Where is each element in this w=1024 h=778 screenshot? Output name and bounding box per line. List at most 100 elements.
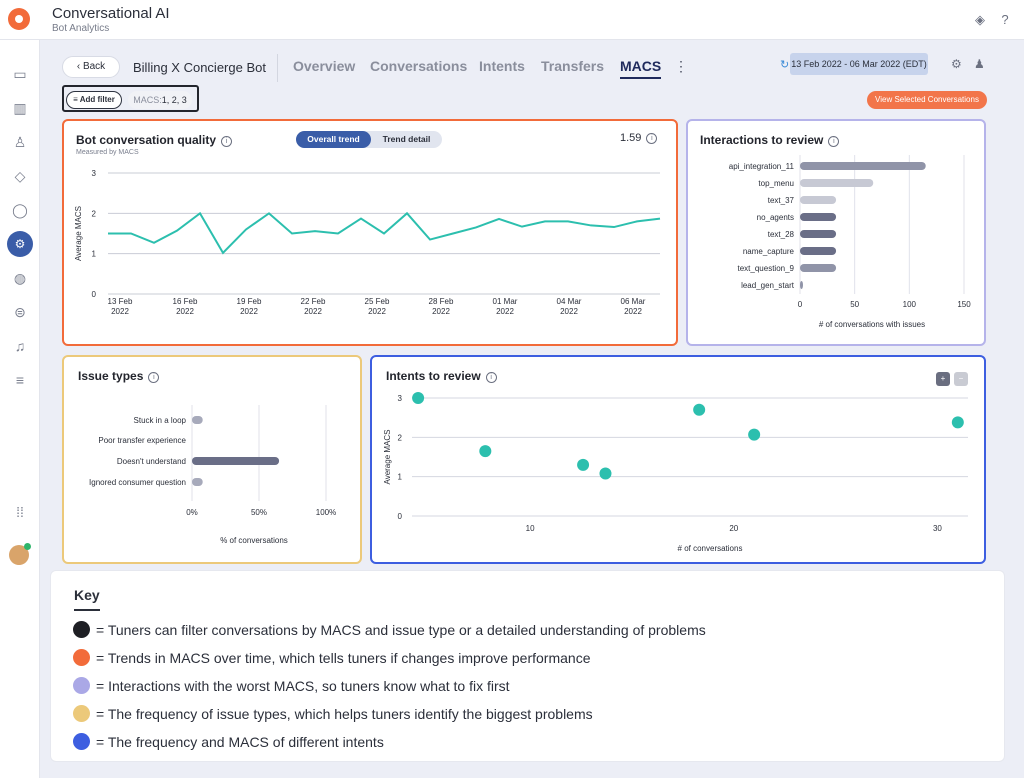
bar <box>192 457 280 465</box>
intent-point <box>748 428 761 441</box>
x-axis-label: % of conversations <box>220 536 288 545</box>
tab-macs[interactable]: MACS <box>620 58 662 79</box>
issue-types-card: Issue types i <box>62 355 362 564</box>
x-tick-label: 22 Feb <box>301 297 326 306</box>
conversations-icon[interactable]: ▭ <box>13 66 27 82</box>
x-tick-label: 2022 <box>560 307 578 316</box>
intent-point <box>599 467 612 480</box>
intent-point <box>479 445 492 458</box>
bar <box>800 281 803 289</box>
main-area: ‹ Back Billing X Concierge Bot Overview … <box>40 41 1024 571</box>
x-tick-label: 2022 <box>304 307 322 316</box>
x-tick-label: 2022 <box>111 307 129 316</box>
y-tick-label: top_menu <box>758 179 794 188</box>
bell-icon[interactable]: ♫ <box>14 338 26 354</box>
y-tick-label: text_37 <box>768 196 795 205</box>
x-tick-label: 30 <box>933 524 942 533</box>
y-tick-label: Ignored consumer question <box>89 478 186 487</box>
key-dot <box>73 621 90 638</box>
key-dot <box>73 649 90 666</box>
x-tick-label: 150 <box>957 300 971 309</box>
date-range-picker[interactable]: 13 Feb 2022 - 06 Mar 2022 (EDT) <box>790 53 928 75</box>
y-tick-label: api_integration_11 <box>729 162 795 171</box>
zoom-out-icon[interactable]: − <box>954 372 968 386</box>
x-tick-label: 0% <box>186 508 198 517</box>
bar <box>192 478 203 486</box>
x-tick-label: 28 Feb <box>429 297 454 306</box>
info-icon: i <box>221 136 233 147</box>
x-tick-label: 100% <box>316 508 336 517</box>
quality-card: Bot conversation quality i Measured by MA… <box>62 119 678 346</box>
bot-name: Billing X Concierge Bot <box>133 60 266 75</box>
user-settings-icon[interactable]: ♟ <box>974 57 985 71</box>
y-tick-label: 0 <box>92 290 97 299</box>
interactions-card: Interactions to review i <box>686 119 986 346</box>
header-divider <box>277 54 278 82</box>
avatar[interactable] <box>9 545 29 565</box>
key-dot <box>73 677 90 694</box>
intent-point <box>951 416 964 429</box>
macs-trend-line <box>108 211 661 255</box>
x-tick-label: 01 Mar <box>493 297 518 306</box>
tab-conversations[interactable]: Conversations <box>370 58 468 74</box>
interactions-bar-chart: 0 50 100 150 api_integration_11 top_menu text_… <box>729 155 971 329</box>
bot-icon[interactable]: ⚙ <box>7 231 33 257</box>
x-tick-label: 25 Feb <box>365 297 390 306</box>
quality-subtitle: Measured by MACS <box>76 149 139 156</box>
toggle-icon[interactable]: ⊜ <box>14 304 26 320</box>
key-item: = Interactions with the worst MACS, so t… <box>73 677 510 694</box>
sliders-icon[interactable]: ≡ <box>15 372 25 388</box>
tab-overview[interactable]: Overview <box>293 58 356 74</box>
x-axis-label: # of conversations with issues <box>819 320 925 329</box>
x-tick-label: 2022 <box>240 307 258 316</box>
refresh-icon[interactable]: ↻ <box>780 59 790 71</box>
app-logo <box>8 8 30 30</box>
y-tick-label: name_capture <box>743 247 795 256</box>
app-title: Conversational AI <box>52 5 170 22</box>
overall-trend-toggle[interactable]: Overall trend <box>296 131 371 148</box>
intent-point <box>412 392 425 404</box>
back-button[interactable]: ‹ Back <box>62 56 120 78</box>
key-dot <box>73 733 90 750</box>
user-icon[interactable]: ◯ <box>12 202 28 218</box>
y-tick-label: 2 <box>398 433 403 442</box>
x-tick-label: 0 <box>798 300 803 309</box>
help-icon[interactable]: ? <box>1001 12 1009 27</box>
zoom-in-icon[interactable]: + <box>936 372 950 386</box>
intents-scatter-chart: 0 1 2 3 10 20 30 Average MACS # of conversations <box>383 392 968 553</box>
x-tick-label: 2022 <box>624 307 642 316</box>
more-options-icon[interactable]: ⋮ <box>674 58 688 74</box>
x-tick-label: 2022 <box>432 307 450 316</box>
trend-detail-toggle[interactable]: Trend detail <box>382 134 431 144</box>
x-tick-label: 06 Mar <box>621 297 646 306</box>
bar <box>800 162 926 170</box>
info-icon: i <box>485 372 497 383</box>
globe-icon[interactable]: ◍ <box>13 270 27 286</box>
online-status-dot <box>24 543 31 550</box>
bar <box>800 196 837 204</box>
trend-toggle: Overall trend Trend detail <box>296 131 442 148</box>
analytics-icon[interactable]: ▥ <box>13 100 27 116</box>
gear-icon[interactable]: ⚙ <box>951 57 962 71</box>
sidebar: ▭ ▥ ♙ ◇ ◯ ⚙ ◍ ⊜ ♫ ≡ ⁞⁞ <box>0 40 40 778</box>
layers-icon[interactable]: ◈ <box>975 12 985 27</box>
key-item: = Tuners can filter conversations by MAC… <box>73 621 706 638</box>
tab-transfers[interactable]: Transfers <box>541 58 605 74</box>
agent-icon[interactable]: ♙ <box>13 134 27 150</box>
x-tick-label: 16 Feb <box>173 297 198 306</box>
x-tick-label: 50% <box>251 508 267 517</box>
view-selected-conversations-button[interactable]: View Selected Conversations <box>867 91 987 109</box>
tab-intents[interactable]: Intents <box>479 58 525 74</box>
filter-highlight <box>62 85 199 112</box>
tag-icon[interactable]: ◇ <box>14 168 26 184</box>
x-axis-label: # of conversations <box>678 544 743 553</box>
bar <box>800 230 837 238</box>
x-tick-label: 2022 <box>176 307 194 316</box>
macs-filter-chip[interactable]: MACS:1, 2, 3 <box>128 91 192 109</box>
apps-grid-icon[interactable]: ⁞⁞ <box>16 504 24 520</box>
key-item: = The frequency of issue types, which he… <box>73 705 593 722</box>
y-tick-label: Stuck in a loop <box>134 416 187 425</box>
add-filter-button[interactable]: ≡ Add filter <box>66 91 122 109</box>
key-title: Key <box>74 587 100 603</box>
y-tick-label: text_28 <box>768 230 795 239</box>
